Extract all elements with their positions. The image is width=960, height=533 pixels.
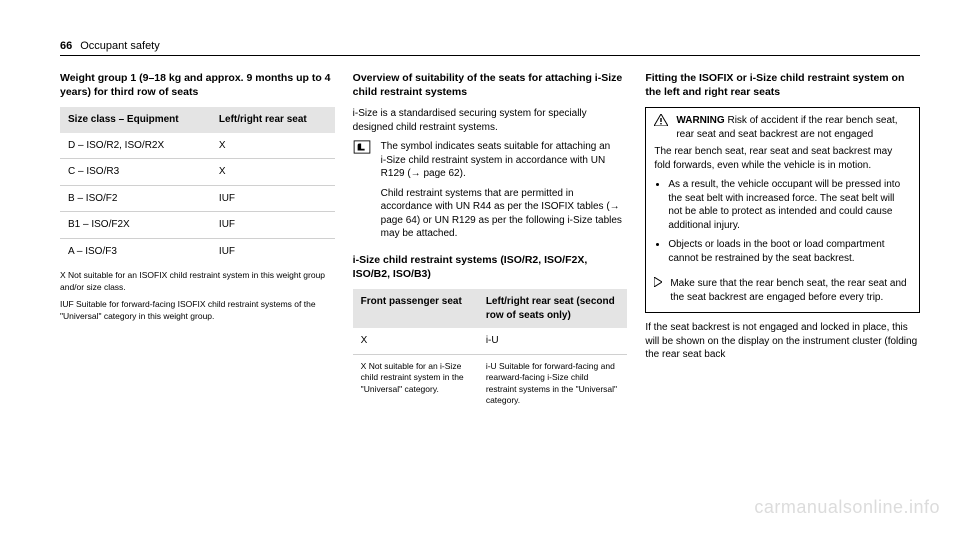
page-number: 66 — [60, 40, 72, 52]
table-row: D – ISO/R2, ISO/R2XX — [60, 133, 335, 159]
table-footnote-row: X Not suitable for an i‑Size child restr… — [353, 354, 628, 412]
table-row: A – ISO/F3IUF — [60, 238, 335, 264]
isize-table: Front passenger seat Left/right rear sea… — [353, 289, 628, 412]
warn-action-text: Make sure that the rear bench seat, the … — [670, 277, 911, 304]
warning-header: WARNING Risk of accident if the rear ben… — [646, 108, 919, 145]
col2-title1: Overview of suitability of the seats for… — [353, 71, 628, 99]
column-3: Fitting the ISOFIX or i‑Size child restr… — [645, 71, 920, 419]
table-header-row: Size class – Equipment Left/right rear s… — [60, 107, 335, 133]
warn-body-p: The rear bench seat, rear seat and seat … — [654, 145, 911, 172]
warning-label: WARNING — [676, 115, 724, 126]
footnote-x: X Not suitable for an ISOFIX child restr… — [60, 270, 335, 293]
section-name: Occupant safety — [80, 40, 160, 52]
th-rear-seat: Left/right rear seat — [211, 107, 335, 133]
table-row: C – ISO/R3X — [60, 159, 335, 186]
isize-seat-icon — [353, 140, 373, 247]
th-front: Front passenger seat — [353, 289, 478, 328]
warning-triangle-icon — [654, 114, 668, 141]
warn-li-2: Objects or loads in the boot or load com… — [668, 238, 911, 265]
warn-li-1: As a result, the vehicle occupant will b… — [668, 178, 911, 232]
table-row: B – ISO/F2IUF — [60, 185, 335, 212]
th-rear: Left/right rear seat (second row of seat… — [478, 289, 628, 328]
action-arrow-icon — [654, 277, 664, 304]
col3-p-after: If the seat backrest is not engaged and … — [645, 321, 920, 362]
warning-action: Make sure that the rear bench seat, the … — [646, 277, 919, 312]
table-row: B1 – ISO/F2XIUF — [60, 212, 335, 239]
column-2: Overview of suitability of the seats for… — [353, 71, 628, 419]
isofix-table: Size class – Equipment Left/right rear s… — [60, 107, 335, 264]
col1-title: Weight group 1 (9–18 kg and approx. 9 mo… — [60, 71, 335, 99]
content-columns: Weight group 1 (9–18 kg and approx. 9 mo… — [60, 71, 920, 419]
sym-text-2: Child restraint systems that are permitt… — [381, 187, 628, 241]
page-header: 66 Occupant safety — [60, 40, 920, 56]
column-1: Weight group 1 (9–18 kg and approx. 9 mo… — [60, 71, 335, 419]
col2-title2: i‑Size child restraint systems (ISO/R2, … — [353, 253, 628, 281]
watermark: carmanualsonline.info — [754, 497, 940, 518]
col2-p1: i‑Size is a standardised securing system… — [353, 107, 628, 134]
th-size-class: Size class – Equipment — [60, 107, 211, 133]
col3-title: Fitting the ISOFIX or i‑Size child restr… — [645, 71, 920, 99]
warning-box: WARNING Risk of accident if the rear ben… — [645, 107, 920, 313]
warning-body: The rear bench seat, rear seat and seat … — [646, 145, 919, 277]
table-header-row: Front passenger seat Left/right rear sea… — [353, 289, 628, 328]
sym-text-1: The symbol indicates seats suitable for … — [381, 140, 628, 181]
isize-symbol-row: The symbol indicates seats suitable for … — [353, 140, 628, 247]
table-row: X i‑U — [353, 328, 628, 354]
footnote-iuf: IUF Suitable for forward-facing ISOFIX c… — [60, 299, 335, 322]
